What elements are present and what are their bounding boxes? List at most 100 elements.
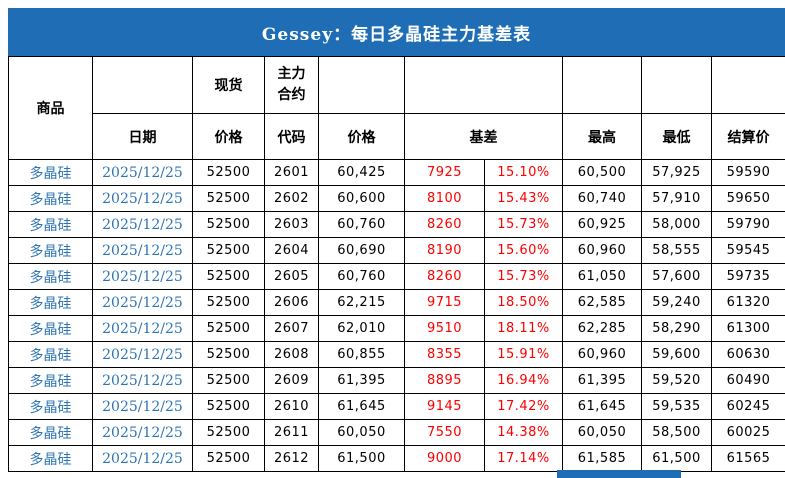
- cell-basis: 8260: [404, 211, 485, 238]
- cell-basis: 8260: [404, 263, 485, 290]
- cell-commodity: 多晶硅: [8, 185, 93, 212]
- cell-contract-code: 2606: [264, 289, 319, 316]
- cell-high: 62,285: [562, 315, 642, 342]
- title-bar: Gessey：每日多晶硅主力基差表: [8, 8, 785, 56]
- cell-settlement: 59650: [711, 185, 785, 212]
- cell-low: 59,535: [641, 393, 712, 420]
- cell-basis: 9510: [404, 315, 485, 342]
- cell-commodity: 多晶硅: [8, 159, 93, 186]
- cell-futures-price: 60,600: [318, 185, 405, 212]
- cell-futures-price: 61,500: [318, 445, 405, 472]
- cell-basis-percent: 17.14%: [484, 445, 563, 472]
- cell-basis-percent: 14.38%: [484, 419, 563, 446]
- cell-spot-price: 52500: [192, 211, 265, 238]
- cell-basis: 8895: [404, 367, 485, 394]
- cell-high: 60,925: [562, 211, 642, 238]
- header-empty: [641, 56, 712, 114]
- cell-settlement: 61320: [711, 289, 785, 316]
- cell-futures-price: 62,010: [318, 315, 405, 342]
- header-main-contract: 主力合约: [264, 56, 319, 114]
- cell-basis-percent: 15.73%: [484, 263, 563, 290]
- cell-low: 58,555: [641, 237, 712, 264]
- cell-high: 61,395: [562, 367, 642, 394]
- cell-settlement: 61565: [711, 445, 785, 472]
- cell-date: 2025/12/25: [92, 367, 193, 394]
- table-row: 多晶硅 2025/12/25 52500 2602 60,600 8100 15.43% 60…: [8, 185, 785, 212]
- table-row: 多晶硅 2025/12/25 52500 2607 62,010 9510 18.11% 62…: [8, 315, 785, 342]
- cell-basis: 9000: [404, 445, 485, 472]
- cell-contract-code: 2601: [264, 159, 319, 186]
- cell-date: 2025/12/25: [92, 341, 193, 368]
- cell-high: 61,050: [562, 263, 642, 290]
- page-container: Gessey：每日多晶硅主力基差表 商品 现货 主力合约: [8, 8, 785, 472]
- footer-accent: [557, 470, 681, 478]
- cell-spot-price: 52500: [192, 315, 265, 342]
- cell-futures-price: 60,760: [318, 263, 405, 290]
- cell-high: 62,585: [562, 289, 642, 316]
- table-row: 多晶硅 2025/12/25 52500 2611 60,050 7550 14.38% 60…: [8, 419, 785, 446]
- cell-settlement: 61300: [711, 315, 785, 342]
- page-title: Gessey：每日多晶硅主力基差表: [261, 24, 532, 45]
- cell-high: 60,740: [562, 185, 642, 212]
- cell-basis: 8355: [404, 341, 485, 368]
- cell-date: 2025/12/25: [92, 315, 193, 342]
- cell-basis: 9715: [404, 289, 485, 316]
- cell-commodity: 多晶硅: [8, 367, 93, 394]
- cell-commodity: 多晶硅: [8, 289, 93, 316]
- cell-settlement: 59790: [711, 211, 785, 238]
- cell-basis-percent: 15.60%: [484, 237, 563, 264]
- header-empty: [318, 56, 405, 114]
- header-futures-price: 价格: [318, 113, 405, 160]
- header-empty: [404, 56, 563, 114]
- cell-low: 59,240: [641, 289, 712, 316]
- cell-spot-price: 52500: [192, 159, 265, 186]
- cell-high: 60,050: [562, 419, 642, 446]
- cell-date: 2025/12/25: [92, 185, 193, 212]
- cell-basis-percent: 16.94%: [484, 367, 563, 394]
- cell-contract-code: 2611: [264, 419, 319, 446]
- cell-futures-price: 61,645: [318, 393, 405, 420]
- cell-commodity: 多晶硅: [8, 393, 93, 420]
- cell-settlement: 60630: [711, 341, 785, 368]
- cell-date: 2025/12/25: [92, 289, 193, 316]
- table-row: 多晶硅 2025/12/25 52500 2609 61,395 8895 16.94% 61…: [8, 367, 785, 394]
- cell-basis-percent: 15.91%: [484, 341, 563, 368]
- cell-contract-code: 2604: [264, 237, 319, 264]
- cell-commodity: 多晶硅: [8, 341, 93, 368]
- cell-spot-price: 52500: [192, 393, 265, 420]
- table-row: 多晶硅 2025/12/25 52500 2612 61,500 9000 17.14% 61…: [8, 445, 785, 472]
- cell-basis-percent: 18.50%: [484, 289, 563, 316]
- header-basis: 基差: [404, 113, 563, 160]
- cell-futures-price: 60,760: [318, 211, 405, 238]
- cell-commodity: 多晶硅: [8, 445, 93, 472]
- cell-high: 61,645: [562, 393, 642, 420]
- cell-futures-price: 61,395: [318, 367, 405, 394]
- cell-contract-code: 2608: [264, 341, 319, 368]
- cell-futures-price: 60,050: [318, 419, 405, 446]
- cell-low: 57,925: [641, 159, 712, 186]
- cell-date: 2025/12/25: [92, 393, 193, 420]
- header-settlement: 结算价: [711, 113, 785, 160]
- cell-settlement: 60025: [711, 419, 785, 446]
- cell-futures-price: 60,855: [318, 341, 405, 368]
- cell-spot-price: 52500: [192, 289, 265, 316]
- cell-spot-price: 52500: [192, 445, 265, 472]
- header-empty: [711, 56, 785, 114]
- cell-commodity: 多晶硅: [8, 315, 93, 342]
- table-row: 多晶硅 2025/12/25 52500 2601 60,425 7925 15.10% 60…: [8, 159, 785, 186]
- header-spot: 现货: [192, 56, 265, 114]
- cell-contract-code: 2612: [264, 445, 319, 472]
- header-code: 代码: [264, 113, 319, 160]
- cell-basis-percent: 15.73%: [484, 211, 563, 238]
- cell-settlement: 59545: [711, 237, 785, 264]
- cell-settlement: 59590: [711, 159, 785, 186]
- cell-contract-code: 2609: [264, 367, 319, 394]
- table-row: 多晶硅 2025/12/25 52500 2603 60,760 8260 15.73% 60…: [8, 211, 785, 238]
- cell-commodity: 多晶硅: [8, 237, 93, 264]
- cell-spot-price: 52500: [192, 367, 265, 394]
- header-empty: [562, 56, 642, 114]
- cell-basis-percent: 17.42%: [484, 393, 563, 420]
- cell-low: 57,600: [641, 263, 712, 290]
- table-row: 多晶硅 2025/12/25 52500 2610 61,645 9145 17.42% 61…: [8, 393, 785, 420]
- cell-futures-price: 62,215: [318, 289, 405, 316]
